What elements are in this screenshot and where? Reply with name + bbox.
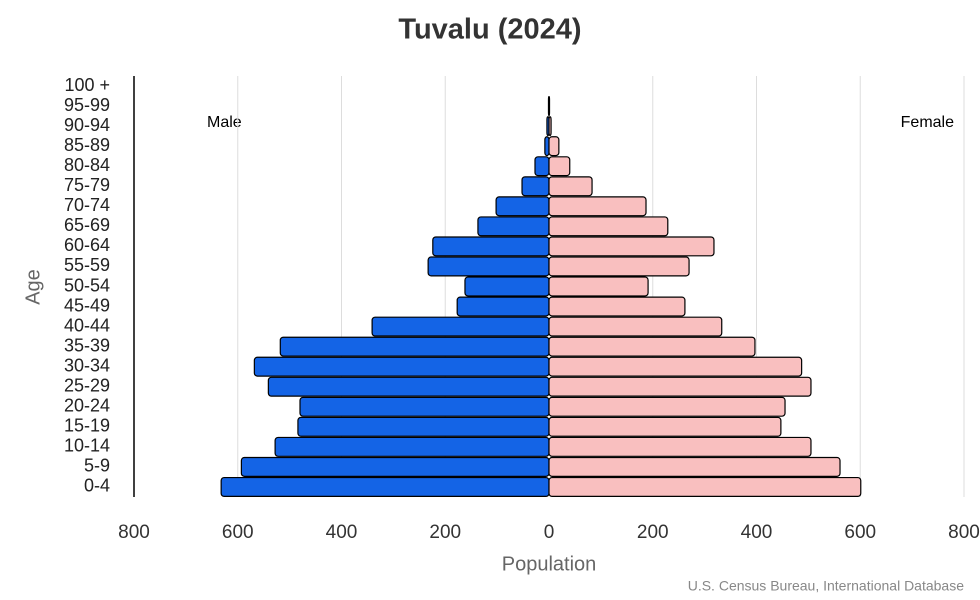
bar	[548, 476, 862, 497]
x-tick-label: 600	[222, 522, 254, 543]
bar	[548, 116, 552, 137]
y-tick-label: 100 +	[64, 75, 110, 95]
y-tick-label: 40-44	[64, 315, 110, 335]
bar	[267, 376, 550, 397]
bar	[240, 456, 550, 477]
y-axis-label: Age	[22, 269, 44, 305]
legend-label: Female	[901, 114, 954, 131]
bar	[253, 356, 550, 377]
chart-title: Tuvalu (2024)	[398, 14, 581, 46]
y-tick-label: 10-14	[64, 436, 110, 456]
bar	[521, 176, 550, 197]
bar	[548, 216, 669, 237]
bar	[371, 316, 550, 337]
bar	[548, 436, 812, 457]
bar	[548, 416, 782, 437]
y-tick-label: 0-4	[84, 476, 110, 496]
bar	[495, 196, 550, 217]
x-axis-label: Population	[502, 553, 597, 575]
x-tick-label: 0	[544, 522, 555, 543]
bar	[220, 476, 550, 497]
y-tick-label: 70-74	[64, 195, 110, 215]
bar	[548, 316, 723, 337]
y-tick-label: 25-29	[64, 375, 110, 395]
bar	[548, 256, 690, 277]
x-tick-label: 800	[948, 522, 980, 543]
y-tick-label: 45-49	[64, 295, 110, 315]
bar	[548, 196, 647, 217]
bar	[544, 136, 550, 157]
y-tick-label: 35-39	[64, 335, 110, 355]
bar	[548, 176, 593, 197]
bar	[548, 336, 756, 357]
y-tick-label: 60-64	[64, 235, 110, 255]
y-tick-label: 20-24	[64, 396, 110, 416]
x-tick-label: 200	[429, 522, 461, 543]
y-tick-label: 90-94	[64, 115, 110, 135]
x-tick-label: 400	[326, 522, 358, 543]
bar	[548, 376, 812, 397]
source-note: U.S. Census Bureau, International Databa…	[688, 578, 964, 594]
bar	[548, 136, 560, 157]
x-tick-label: 400	[741, 522, 773, 543]
y-tick-label: 80-84	[64, 155, 110, 175]
bar	[548, 156, 571, 177]
y-tick-label: 30-34	[64, 355, 110, 375]
bar	[297, 416, 550, 437]
y-tick-label: 50-54	[64, 275, 110, 295]
bar	[548, 396, 786, 417]
bar	[299, 396, 550, 417]
bar	[456, 296, 550, 317]
bar	[548, 236, 715, 257]
y-tick-label: 65-69	[64, 215, 110, 235]
y-tick-label: 95-99	[64, 95, 110, 115]
x-tick-label: 600	[844, 522, 876, 543]
y-tick-label: 85-89	[64, 135, 110, 155]
y-tick-label: 15-19	[64, 416, 110, 436]
x-tick-label: 200	[637, 522, 669, 543]
bar	[548, 296, 686, 317]
legend-label: Male	[207, 114, 242, 131]
bar	[477, 216, 550, 237]
bar	[427, 256, 550, 277]
bar	[274, 436, 550, 457]
y-tick-label: 55-59	[64, 255, 110, 275]
bar	[279, 336, 550, 357]
bar	[432, 236, 550, 257]
bar	[548, 276, 649, 297]
bar	[534, 156, 550, 177]
bar	[548, 356, 803, 377]
y-tick-label: 5-9	[84, 456, 110, 476]
y-tick-label: 75-79	[64, 175, 110, 195]
x-tick-label: 800	[118, 522, 150, 543]
bar	[548, 456, 841, 477]
bar	[548, 96, 551, 117]
bar	[464, 276, 550, 297]
